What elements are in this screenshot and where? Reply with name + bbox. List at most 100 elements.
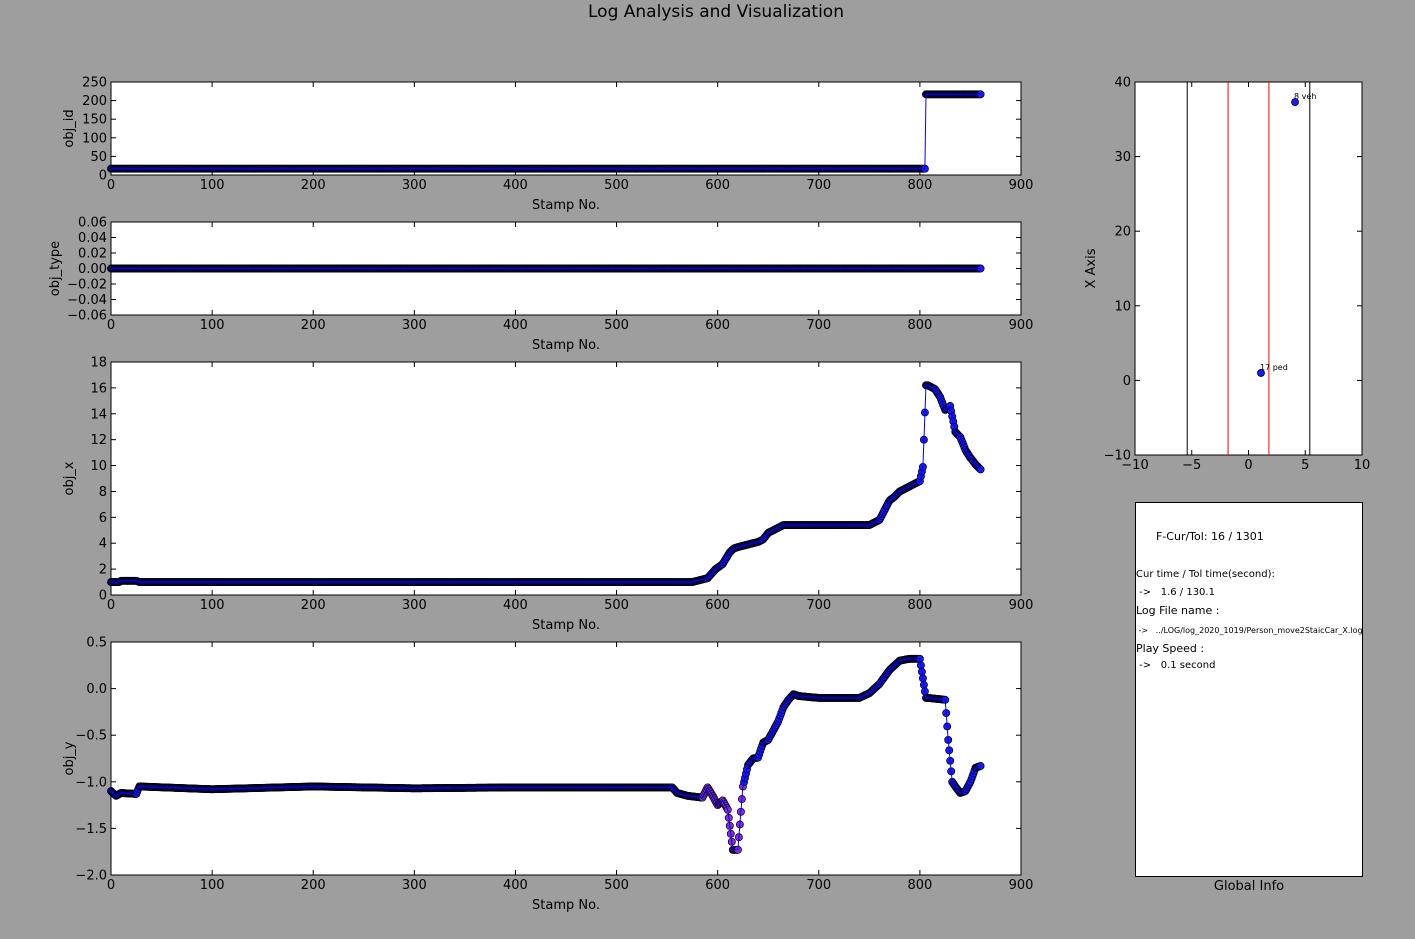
- x-tick-label: 500: [604, 598, 629, 613]
- x-tick-label: 100: [200, 598, 225, 613]
- y-tick-label: 20: [1114, 225, 1131, 240]
- x-tick-label: 600: [705, 878, 730, 893]
- x-tick-label: 5: [1301, 458, 1309, 473]
- x-tick-label: 400: [503, 878, 528, 893]
- y-tick-label: 150: [82, 113, 107, 128]
- y-tick-label: −0.06: [67, 309, 107, 324]
- y-tick-label: 12: [90, 433, 107, 448]
- y-tick-label: 0.06: [78, 216, 107, 231]
- x-tick-label: 400: [503, 178, 528, 193]
- time-header: Cur time / Tol time(second):: [1136, 569, 1275, 580]
- x-tick-label: 300: [402, 318, 427, 333]
- time-value: -> 1.6 / 130.1: [1136, 587, 1215, 598]
- x-tick-label: 100: [200, 318, 225, 333]
- x-tick-label: 900: [1009, 178, 1034, 193]
- axes-frame: [110, 361, 1022, 596]
- x-tick-label: 200: [301, 878, 326, 893]
- object-label: 8 veh: [1294, 92, 1316, 101]
- log-header: Log File name :: [1136, 604, 1220, 617]
- y-tick-label: 100: [82, 131, 107, 146]
- chart-obj_x: 0 100 200 300 400 500 600 700 800 900 0 2 4 6 8 10 12 14 1…: [62, 356, 1033, 634]
- x-tick-label: 500: [604, 878, 629, 893]
- x-tick-label: 600: [705, 598, 730, 613]
- y-tick-label: 16: [90, 381, 107, 396]
- y-tick-label: 50: [90, 150, 107, 165]
- x-tick-label: 900: [1009, 598, 1034, 613]
- x-tick-label: 800: [907, 878, 932, 893]
- y-tick-label: −0.5: [75, 729, 107, 744]
- frame-counter: F-Cur/Tol: 16 / 1301: [1156, 530, 1264, 543]
- x-tick-label: 200: [301, 178, 326, 193]
- y-tick-label: 0.02: [78, 247, 107, 262]
- y-axis-label: obj_type: [48, 241, 63, 296]
- x-tick-label: 300: [402, 598, 427, 613]
- x-tick-label: 600: [705, 178, 730, 193]
- y-tick-label: 14: [90, 407, 107, 422]
- y-axis-label: obj_y: [62, 741, 77, 775]
- y-tick-label: 4: [99, 537, 107, 552]
- x-tick-label: 500: [604, 318, 629, 333]
- x-tick-label: 400: [503, 598, 528, 613]
- y-tick-label: 0.5: [86, 636, 107, 651]
- x-tick-label: 700: [806, 598, 831, 613]
- figure-title: Log Analysis and Visualization: [588, 2, 844, 22]
- y-axis-label: X Axis: [1084, 248, 1099, 288]
- log-file-value: -> ../LOG/log_2020_1019/Person_move2Stai…: [1136, 626, 1363, 635]
- x-tick-label: 0: [107, 318, 115, 333]
- x-tick-label: 800: [907, 178, 932, 193]
- y-tick-label: 200: [82, 94, 107, 109]
- y-tick-label: −1.5: [75, 822, 107, 837]
- x-axis-label: Stamp No.: [532, 198, 600, 213]
- x-tick-label: 400: [503, 318, 528, 333]
- y-tick-label: 0: [99, 589, 107, 604]
- y-tick-label: 0.04: [78, 231, 107, 246]
- x-tick-label: 0: [107, 878, 115, 893]
- y-tick-label: 6: [99, 511, 107, 526]
- y-axis-label: obj_id: [62, 109, 77, 147]
- x-tick-label: 200: [301, 598, 326, 613]
- y-tick-label: 40: [1114, 76, 1131, 91]
- y-tick-label: −10: [1104, 449, 1131, 464]
- x-axis-label: Stamp No.: [532, 898, 600, 913]
- y-tick-label: 18: [90, 356, 107, 371]
- x-tick-label: 900: [1009, 878, 1034, 893]
- x-tick-label: 100: [200, 878, 225, 893]
- chart-obj_y: 0 100 200 300 400 500 600 700 800 900 −2.0 −1.5 −1.0…: [62, 636, 1033, 914]
- y-tick-label: 0.0: [86, 682, 107, 697]
- plots-group: 0 100 200 300 400 500 600 700 800 900050100150200…: [48, 76, 1370, 914]
- x-tick-label: 0: [107, 178, 115, 193]
- x-tick-label: 700: [806, 878, 831, 893]
- y-tick-label: 10: [90, 459, 107, 474]
- y-tick-label: 10: [1114, 299, 1131, 314]
- y-tick-label: 8: [99, 485, 107, 500]
- chart-obj_id: 0 100 200 300 400 500 600 700 800 900050100150200…: [62, 76, 1033, 214]
- x-tick-label: 200: [301, 318, 326, 333]
- speed-value: -> 0.1 second: [1136, 660, 1216, 671]
- x-axis-label: Stamp No.: [532, 338, 600, 353]
- x-tick-label: 700: [806, 318, 831, 333]
- y-tick-label: 250: [82, 76, 107, 91]
- y-tick-label: 30: [1114, 150, 1131, 165]
- x-tick-label: 100: [200, 178, 225, 193]
- x-tick-label: −5: [1182, 458, 1201, 473]
- global-info-xlabel: Global Info: [1213, 879, 1285, 894]
- y-tick-label: −1.0: [75, 775, 107, 790]
- x-tick-label: 10: [1354, 458, 1371, 473]
- y-tick-label: −2.0: [75, 869, 107, 884]
- x-tick-label: 800: [907, 318, 932, 333]
- axes-frame: [110, 81, 1022, 176]
- y-tick-label: 0.00: [78, 262, 107, 277]
- x-tick-label: 600: [705, 318, 730, 333]
- x-tick-label: 700: [806, 178, 831, 193]
- y-tick-label: 2: [99, 563, 107, 578]
- y-tick-label: 0: [99, 169, 107, 184]
- x-tick-label: 300: [402, 878, 427, 893]
- x-tick-label: 900: [1009, 318, 1034, 333]
- x-tick-label: 0: [107, 598, 115, 613]
- y-tick-label: −0.04: [67, 293, 107, 308]
- object-label: 17 ped: [1260, 363, 1288, 372]
- speed-header: Play Speed :: [1136, 642, 1205, 655]
- x-axis-label: Stamp No.: [532, 618, 600, 633]
